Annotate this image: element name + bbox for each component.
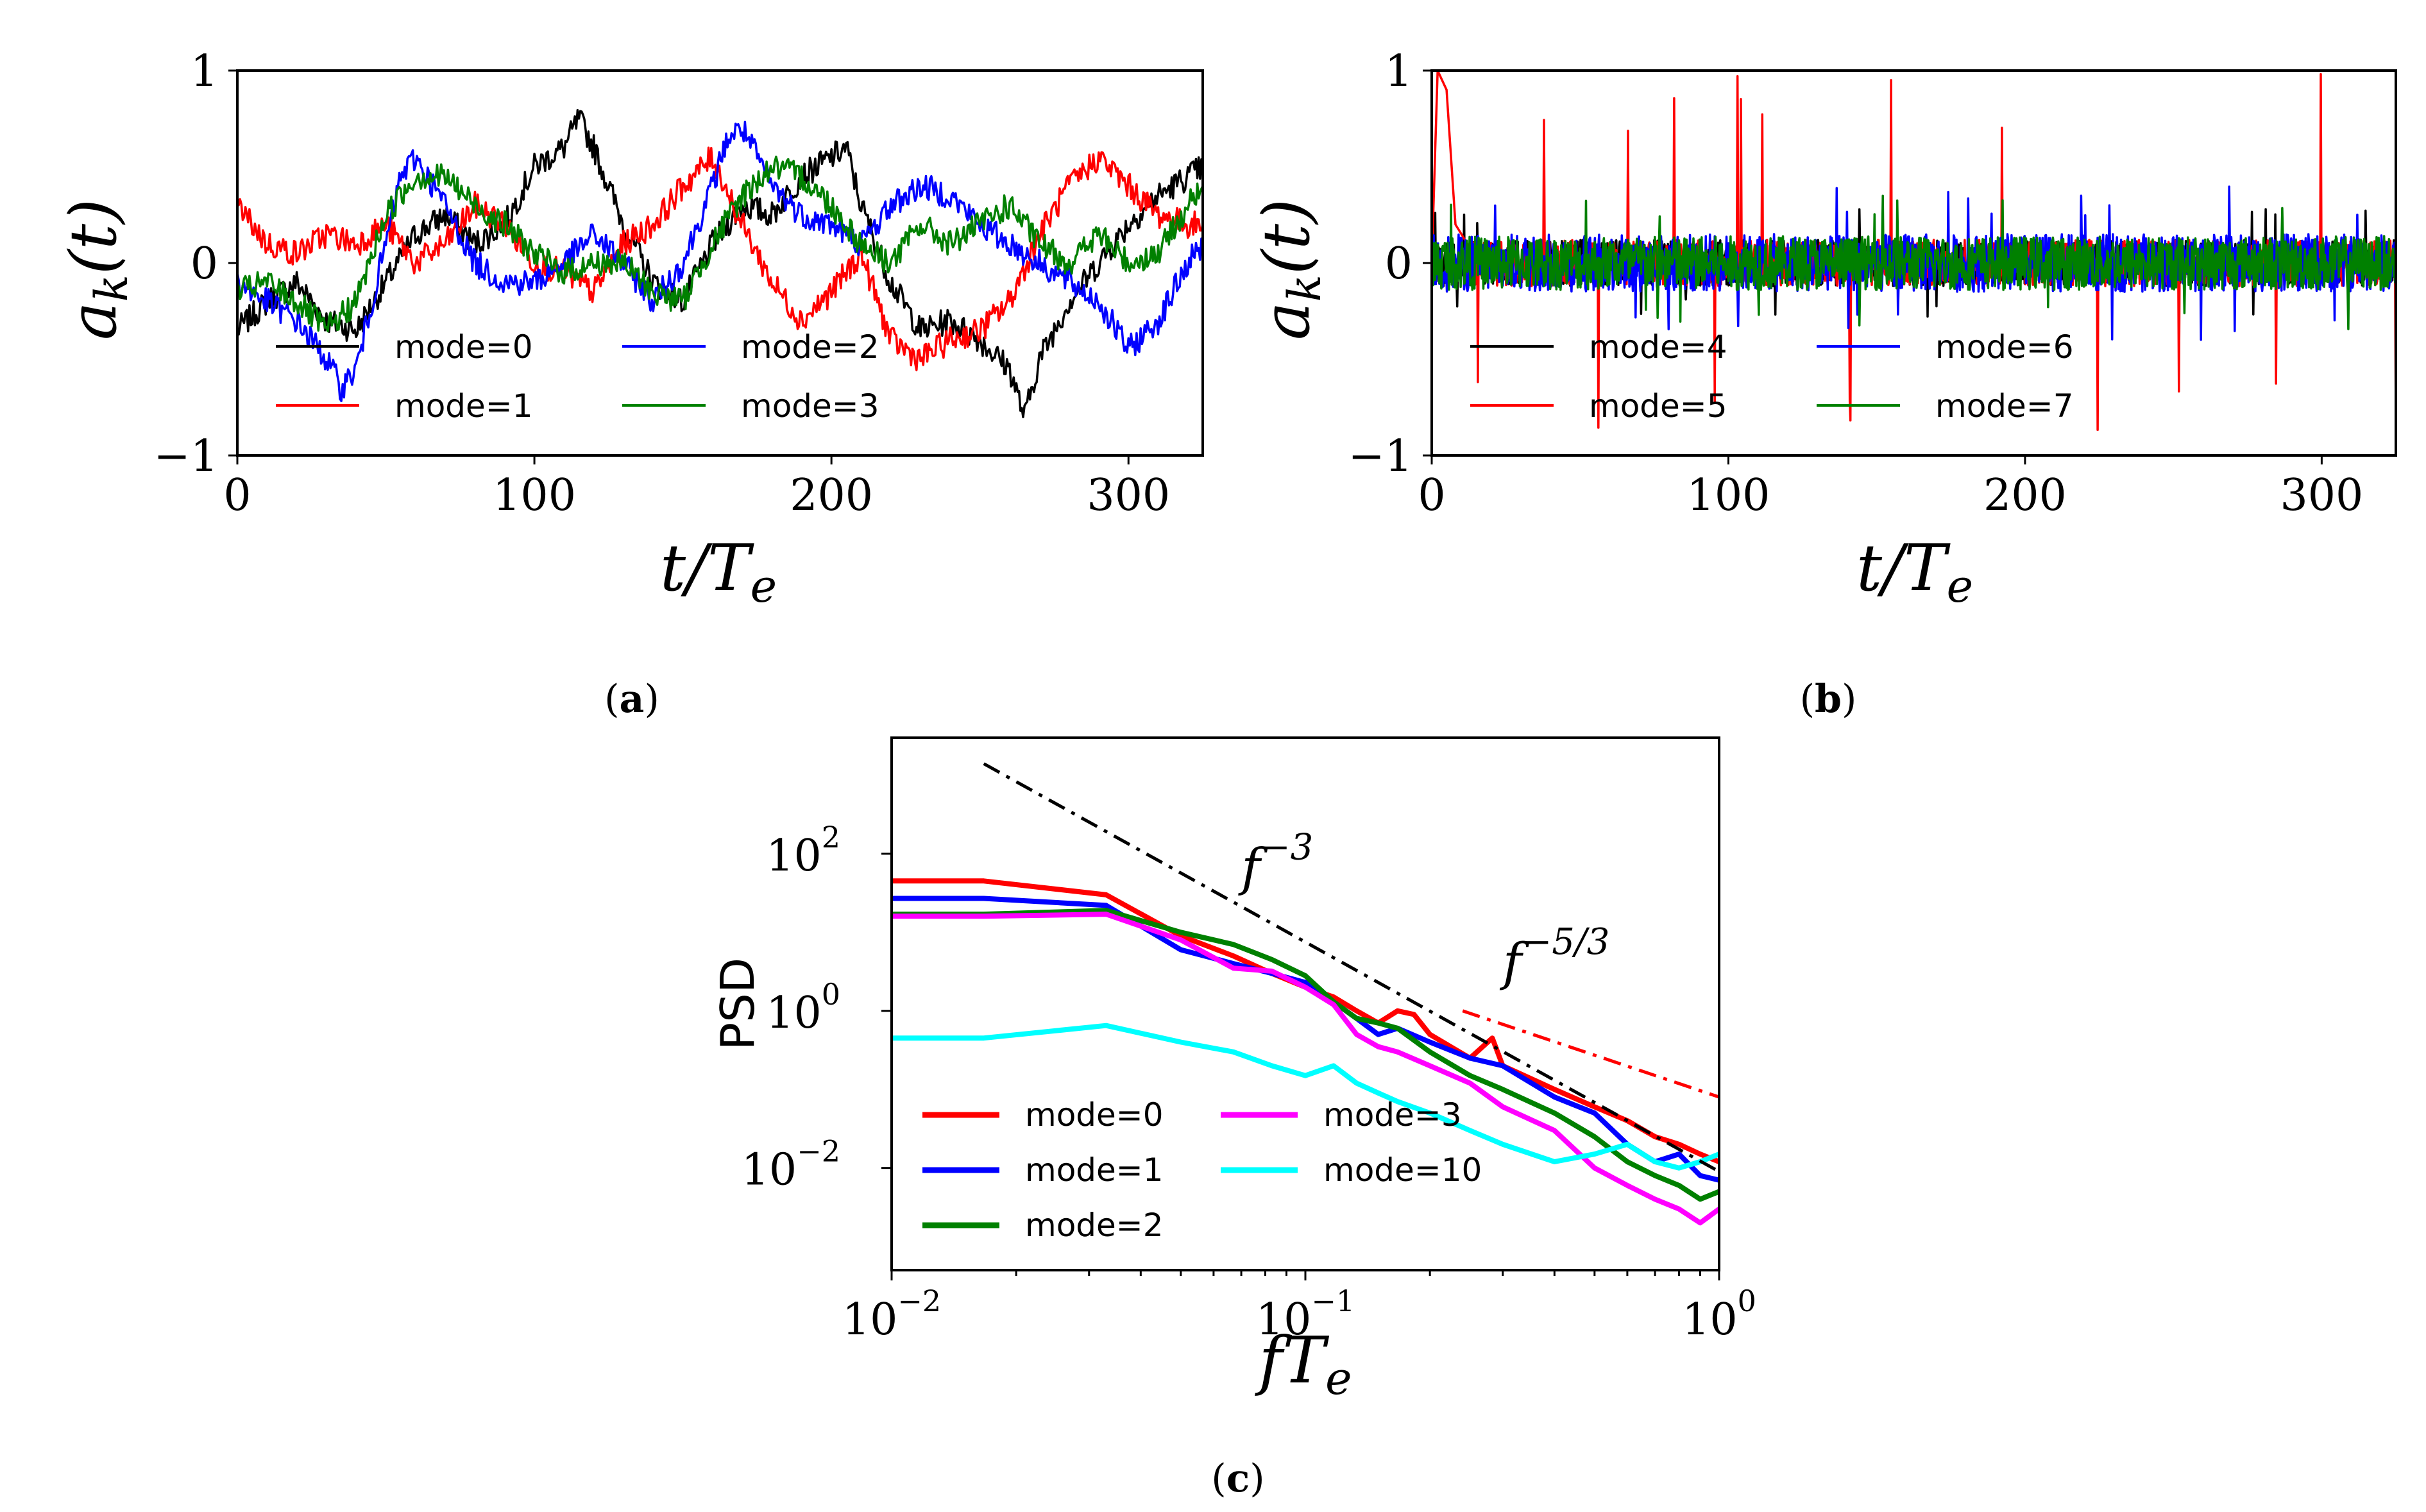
ticks-a: 0 100 200 300−101 — [154, 46, 1170, 521]
series-line-mode-2 — [237, 121, 1203, 402]
x-tick-label: 0 — [1418, 470, 1445, 521]
x-tick-label: 100 — [1682, 1284, 1756, 1345]
panel-c: 10−2 10−1 100 10−2 100 102 mode=0 mode=1 mode=2… — [711, 736, 1756, 1501]
series-line-mode-3 — [237, 155, 1203, 333]
x-tick-label: 10−2 — [842, 1284, 941, 1345]
x-tick-label: 300 — [1087, 470, 1170, 521]
legend-label: mode=4 — [1589, 328, 1727, 366]
ticks-c: 10−2 10−1 100 10−2 100 102 — [742, 820, 1756, 1345]
axes-frame-c — [890, 736, 1720, 1271]
caption-b-letter: b — [1815, 677, 1842, 722]
legend-label: mode=2 — [1025, 1207, 1164, 1244]
caption-c: (c) — [1211, 1456, 1264, 1501]
x-axis-label-b: t/Te — [1856, 531, 1973, 613]
caption-a: (a) — [604, 677, 659, 722]
annotation-label: f−3 — [1238, 827, 1313, 897]
panel-a: 0 100 200 300−101 mode=0mode=1mode=2mode=3 … — [56, 46, 1204, 722]
legend-label: mode=3 — [741, 387, 879, 425]
y-axis-label-b: ak(t) — [1249, 199, 1331, 340]
caption-c-letter: c — [1226, 1456, 1250, 1501]
series-line-mode-3 — [892, 912, 1719, 1226]
series-line-mode-2 — [892, 908, 1719, 1202]
caption-a-letter: a — [620, 677, 645, 722]
plot-area-a — [237, 108, 1203, 418]
series-group-c — [892, 878, 1719, 1226]
plot-area-b — [1432, 71, 2396, 431]
annotations-c: f−3 f−5/3 — [1238, 827, 1609, 992]
plot-area-c — [892, 762, 1720, 1226]
x-tick-label: 200 — [1983, 470, 2067, 521]
y-tick-label: 1 — [191, 46, 218, 97]
legend-label: mode=5 — [1589, 387, 1727, 425]
x-tick-label: 200 — [790, 470, 873, 521]
legend-label: mode=6 — [1935, 328, 2074, 366]
legend-c: mode=0 mode=1 mode=2 mode=3 mode=10 — [922, 1096, 1482, 1244]
series-line-mode-1 — [237, 146, 1203, 371]
x-tick-label: 100 — [1687, 470, 1770, 521]
x-axis-label-a: t/Te — [660, 531, 777, 613]
legend-label: mode=0 — [1025, 1096, 1164, 1134]
series-group-a — [237, 108, 1203, 418]
y-tick-label: −1 — [1348, 431, 1412, 482]
series-line-mode-0 — [237, 108, 1203, 418]
y-tick-label: 0 — [191, 239, 218, 289]
annotation-label: f−5/3 — [1500, 921, 1610, 992]
y-tick-label: 100 — [766, 977, 840, 1039]
reference-line — [983, 762, 1720, 1173]
x-tick-label: 300 — [2280, 470, 2363, 521]
legend-label: mode=3 — [1323, 1096, 1462, 1134]
legend-label: mode=0 — [394, 328, 533, 366]
caption-b: (b) — [1800, 677, 1857, 722]
series-group-b — [1432, 71, 2396, 431]
x-tick-label: 10−1 — [1256, 1284, 1355, 1345]
y-axis-label-c: PSD — [711, 958, 765, 1051]
y-tick-label: 102 — [766, 820, 840, 881]
reference-line — [1462, 1009, 1720, 1099]
legend-label: mode=7 — [1935, 387, 2074, 425]
panel-b: 0 100 200 300−101 mode=4mode=5mode=6mode=7 … — [1249, 46, 2397, 722]
legend-a: mode=0 mode=1 mode=2 mode=3 — [276, 328, 879, 425]
legend-label: mode=1 — [1025, 1151, 1164, 1189]
ticks-b: 0 100 200 300−101 — [1348, 46, 2364, 521]
y-tick-label: 0 — [1385, 239, 1412, 289]
legend-label: mode=2 — [741, 328, 879, 366]
y-tick-label: 10−2 — [742, 1134, 840, 1196]
series-line-mode-10 — [892, 1023, 1719, 1171]
y-tick-label: −1 — [154, 431, 218, 482]
series-line-mode-7 — [1432, 194, 2396, 330]
x-axis-label-c: fTe — [1254, 1323, 1352, 1405]
legend-label: mode=10 — [1323, 1151, 1482, 1189]
y-axis-label-a: ak(t) — [56, 199, 138, 340]
legend-label: mode=1 — [394, 387, 533, 425]
legend-b: mode=4 mode=5 mode=6 mode=7 — [1470, 328, 2074, 425]
x-tick-label: 0 — [223, 470, 251, 521]
y-tick-label: 1 — [1385, 46, 1412, 97]
x-tick-label: 100 — [493, 470, 576, 521]
